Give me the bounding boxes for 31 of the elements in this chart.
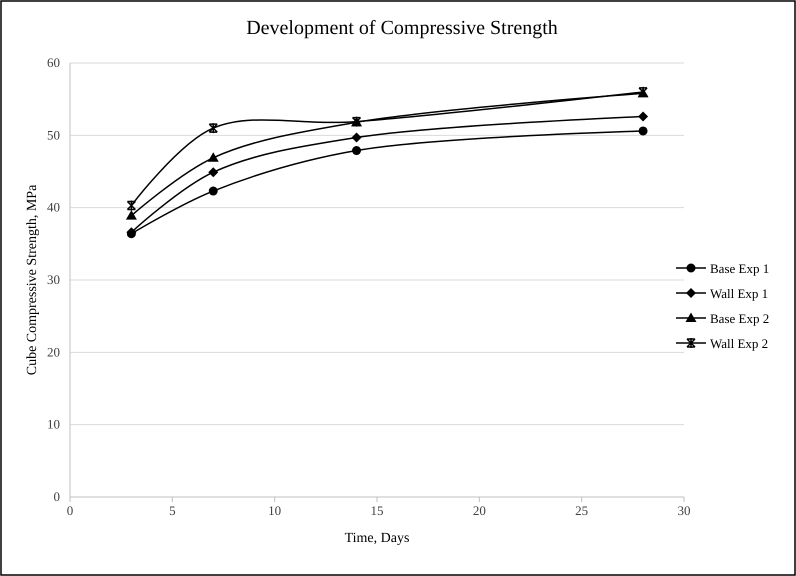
y-tick-label: 20 [47,344,60,360]
x-tick-label: 25 [575,503,588,518]
y-tick-label: 0 [54,489,60,504]
legend-label: Base Exp 1 [710,261,770,276]
point [208,152,219,162]
point [208,167,218,178]
legend-label: Base Exp 2 [710,311,770,326]
point [208,122,218,134]
y-tick-label: 40 [47,200,60,215]
x-tick-label: 5 [169,503,176,518]
x-tick-label: 30 [678,503,690,518]
y-tick-label: 30 [47,272,60,287]
point [126,210,137,220]
point [126,200,136,212]
y-axis-title: Cube Compressive Strength, MPa [25,184,40,376]
x-tick-label: 10 [268,503,282,518]
point [638,112,648,122]
legend-label: Wall Exp 2 [710,336,768,351]
point [208,186,218,196]
y-tick-label: 60 [47,55,60,70]
point [352,132,362,143]
legend-label: Wall Exp 1 [710,286,768,301]
chart-title: Development of Compressive Strength [246,17,558,39]
point [638,126,648,136]
y-tick-label: 10 [47,416,60,432]
y-tick-label: 50 [47,127,60,142]
x-axis-title: Time, Days [344,531,410,546]
point [352,146,362,156]
x-tick-label: 0 [66,503,74,518]
x-tick-label: 20 [472,503,486,518]
x-tick-label: 15 [370,503,384,518]
